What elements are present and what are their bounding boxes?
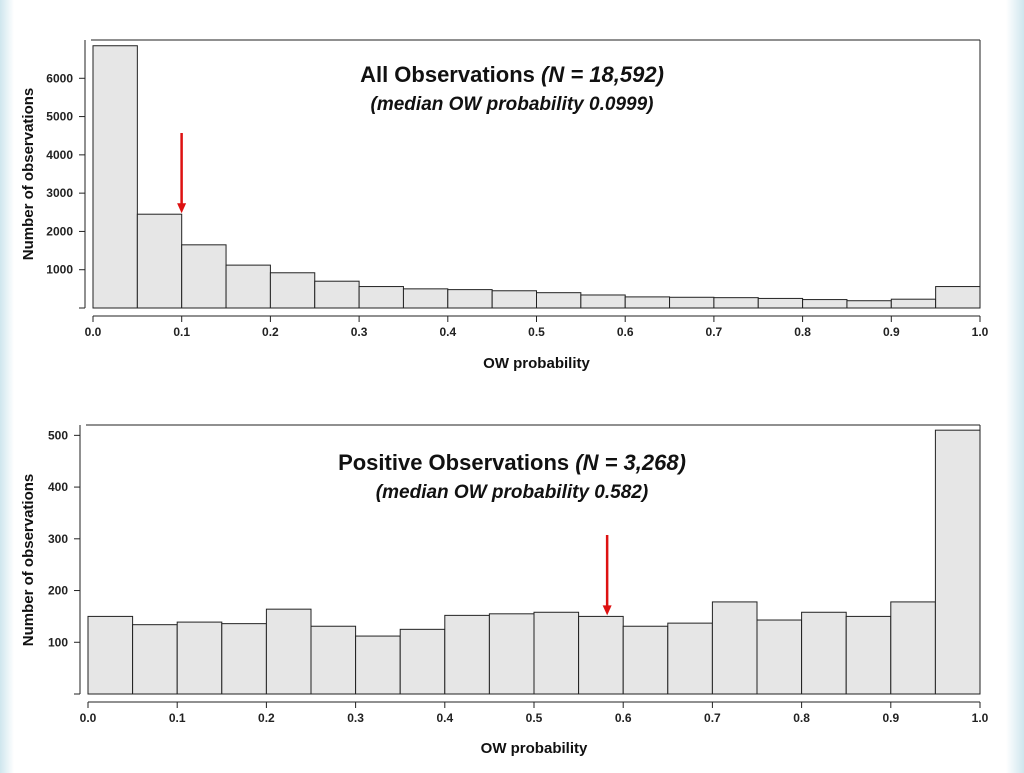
chart-subtitle: (median OW probability 0.582) xyxy=(376,482,648,503)
histogram-bar xyxy=(444,614,490,695)
histogram-bar xyxy=(802,299,848,309)
x-tick-label: 0.7 xyxy=(704,711,721,725)
histogram-bar xyxy=(669,296,715,309)
histogram-bar xyxy=(314,280,360,309)
y-tick-label: 5000 xyxy=(46,110,73,124)
x-tick-label: 1.0 xyxy=(972,325,989,339)
histogram-bar xyxy=(846,300,892,309)
x-tick-label: 0.1 xyxy=(169,711,186,725)
x-tick-label: 0.8 xyxy=(794,325,811,339)
y-axis-label: Number of observations xyxy=(20,474,37,647)
histogram-bar xyxy=(181,244,227,309)
histogram-bar xyxy=(269,272,316,309)
histogram-bar xyxy=(533,611,580,695)
histogram-bar xyxy=(713,297,759,309)
chart-title-n: (N = 18,592) xyxy=(541,62,664,87)
y-tick-label: 100 xyxy=(48,635,68,649)
y-tick-label: 300 xyxy=(48,532,68,546)
y-tick-label: 1000 xyxy=(46,263,73,277)
histogram-bar xyxy=(399,628,446,695)
histogram-bar xyxy=(355,635,401,695)
x-tick-label: 0.0 xyxy=(85,325,102,339)
y-tick-label: 2000 xyxy=(46,224,73,238)
histogram-positive-observations: 100 200 300 400 500 0.0 0.1 0.2 0.3 0.4 0.5 0.6 0.7 0… xyxy=(20,424,989,757)
histogram-bar xyxy=(447,289,493,309)
histogram-bar xyxy=(92,45,138,309)
x-tick-label: 0.0 xyxy=(80,711,97,725)
histogram-bar xyxy=(667,622,713,695)
y-axis-label: Number of observations xyxy=(20,88,37,261)
histogram-bar xyxy=(801,611,847,695)
median-arrow-head xyxy=(602,605,612,616)
x-tick-label: 0.1 xyxy=(173,325,190,339)
x-tick-label: 0.9 xyxy=(882,711,899,725)
histogram-bar xyxy=(87,615,134,695)
y-tick-label: 3000 xyxy=(46,186,73,200)
histogram-bar xyxy=(265,608,312,695)
histogram-bar xyxy=(225,264,271,309)
histogram-bar xyxy=(580,294,626,309)
histogram-bar xyxy=(624,296,671,309)
chart-subtitle: (median OW probability 0.0999) xyxy=(371,94,654,115)
x-tick-label: 0.4 xyxy=(439,325,456,339)
y-tick-label: 500 xyxy=(48,428,68,442)
chart-title: All Observations (N = 18,592) xyxy=(360,62,664,87)
x-tick-label: 0.3 xyxy=(351,325,368,339)
histogram-bar xyxy=(711,601,758,695)
y-tick-label: 400 xyxy=(48,480,68,494)
histogram-all-observations: 1000 2000 3000 4000 5000 6000 0.0 0.1 0.2 0.3 0.4 0… xyxy=(20,39,989,372)
histogram-bar xyxy=(890,601,936,695)
histogram-bar xyxy=(221,623,267,695)
x-tick-label: 0.9 xyxy=(883,325,900,339)
histogram-bar xyxy=(310,625,357,695)
x-tick-label: 0.5 xyxy=(528,325,545,339)
x-tick-label: 0.2 xyxy=(262,325,279,339)
histogram-bar xyxy=(578,615,624,695)
histogram-bar xyxy=(845,615,892,695)
histogram-bar xyxy=(935,286,981,309)
y-tick-label: 200 xyxy=(48,584,68,598)
histogram-bar xyxy=(890,298,937,309)
histogram-bar xyxy=(756,619,803,695)
y-tick-label: 4000 xyxy=(46,148,73,162)
x-tick-label: 1.0 xyxy=(972,711,989,725)
x-tick-label: 0.2 xyxy=(258,711,275,725)
histogram-bar xyxy=(536,292,582,309)
chart-title: Positive Observations (N = 3,268) xyxy=(338,450,686,475)
x-tick-label: 0.7 xyxy=(706,325,723,339)
histogram-bar xyxy=(136,213,183,309)
chart-title-n: (N = 3,268) xyxy=(575,450,686,475)
median-arrow-head xyxy=(177,203,187,214)
x-tick-label: 0.8 xyxy=(793,711,810,725)
x-tick-label: 0.5 xyxy=(526,711,543,725)
x-tick-label: 0.4 xyxy=(436,711,453,725)
histogram-bar xyxy=(176,621,223,695)
x-axis-label: OW probability xyxy=(481,740,588,757)
chart-title-text: All Observations xyxy=(360,62,541,87)
histogram-bar xyxy=(491,290,537,309)
histogram-bar xyxy=(402,288,449,309)
histogram-bar xyxy=(488,613,535,695)
chart-title-text: Positive Observations xyxy=(338,450,575,475)
x-tick-label: 0.6 xyxy=(615,711,632,725)
y-tick-label: 6000 xyxy=(46,71,73,85)
histogram-bar xyxy=(622,625,669,695)
x-axis-label: OW probability xyxy=(483,355,590,372)
x-tick-label: 0.6 xyxy=(617,325,634,339)
histogram-bar xyxy=(934,429,981,695)
histogram-bar xyxy=(132,624,178,695)
histogram-bar xyxy=(757,297,804,309)
histogram-bar xyxy=(358,286,404,309)
x-tick-label: 0.3 xyxy=(347,711,364,725)
